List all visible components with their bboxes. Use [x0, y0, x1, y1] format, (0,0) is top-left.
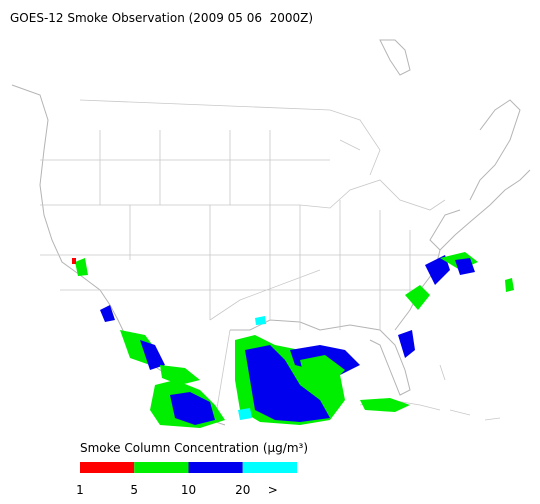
smoke-area: [425, 255, 450, 285]
legend-label: 1: [76, 483, 84, 497]
legend-swatch: [134, 462, 189, 473]
legend-title: Smoke Column Concentration (μg/m³): [80, 441, 308, 455]
borders: [40, 99, 446, 421]
title: GOES-12 Smoke Observation (2009 05 06 20…: [10, 11, 313, 25]
base-map: [11, 39, 531, 426]
smoke-area: [75, 258, 88, 276]
legend: Smoke Column Concentration (μg/m³) 1 5 10 2…: [76, 441, 308, 497]
legend-swatch: [188, 462, 243, 473]
legend-swatch: [242, 462, 297, 473]
smoke-area: [245, 345, 330, 422]
smoke: [72, 252, 514, 428]
smoke-area: [140, 340, 165, 370]
smoke-area: [255, 316, 266, 325]
smoke-area: [100, 305, 115, 322]
legend-label: 20: [235, 483, 250, 497]
smoke-area: [160, 365, 200, 385]
smoke-area: [360, 398, 410, 412]
smoke-area: [398, 330, 415, 358]
coastline: [11, 39, 531, 426]
islands: [359, 364, 501, 421]
smoke-area: [72, 258, 76, 264]
smoke-area: [170, 392, 215, 425]
legend-label: 5: [130, 483, 138, 497]
smoke-area: [300, 355, 345, 385]
legend-swatch: [80, 462, 135, 473]
smoke-area: [505, 278, 514, 292]
smoke-area: [238, 408, 252, 420]
smoke-area: [455, 258, 475, 275]
legend-label: >: [268, 483, 278, 497]
legend-label: 10: [181, 483, 196, 497]
smoke-area: [405, 285, 430, 310]
